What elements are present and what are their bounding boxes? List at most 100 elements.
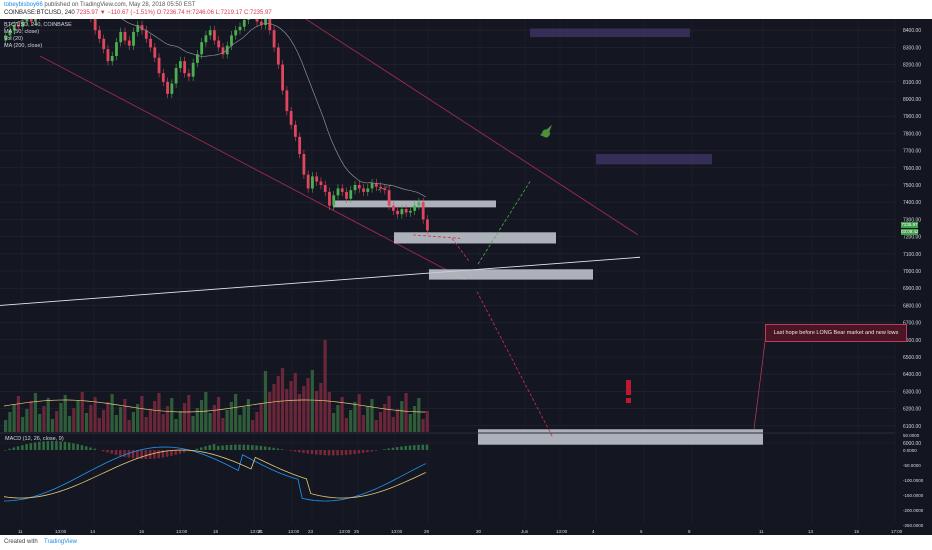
volume-bar	[302, 386, 306, 432]
volume-bar	[29, 401, 33, 432]
candle-body	[293, 124, 297, 137]
candle-body	[204, 35, 208, 43]
y-tick-label: 7600.00	[903, 166, 921, 172]
y-tick-label: 6200.00	[903, 407, 921, 413]
candle-body	[12, 25, 16, 31]
macd-histogram-bar	[76, 444, 79, 450]
candle-body	[362, 188, 365, 192]
macd-histogram-bar	[276, 448, 280, 450]
channel-upper-line	[304, 19, 639, 236]
macd-tick-label: 50.0000	[903, 433, 920, 438]
indicator-label[interactable]: Vol (20)	[4, 36, 23, 42]
macd-histogram-bar	[251, 445, 254, 450]
macd-histogram-bar	[89, 447, 92, 450]
volume-bar	[50, 419, 55, 432]
candle-body	[387, 190, 391, 206]
x-tick-label: Jun	[521, 529, 529, 534]
volume-bar	[417, 398, 421, 432]
candle-body	[25, 19, 29, 22]
macd-histogram-bar	[417, 444, 420, 450]
volume-bar	[153, 401, 157, 432]
volume-bar	[251, 420, 255, 432]
macd-histogram-bar	[306, 450, 310, 454]
candle-body	[208, 30, 212, 36]
volume-bar	[391, 417, 395, 432]
volume-bar	[323, 340, 327, 432]
macd-histogram-bar	[25, 444, 28, 450]
volume-bar	[178, 411, 182, 432]
volume-bar	[285, 389, 289, 432]
chart-canvas[interactable]: 8500.008400.008300.008200.008100.008000.…	[0, 19, 932, 535]
macd-histogram-bar	[383, 449, 386, 450]
macd-histogram-bar	[400, 446, 403, 450]
y-tick-label: 7900.00	[903, 114, 921, 120]
resistance-zone-purple	[530, 28, 690, 38]
macd-tick-label: -50.0000	[903, 463, 921, 468]
volume-bar	[136, 404, 140, 432]
candle-body	[166, 81, 169, 94]
volume-bar	[366, 407, 370, 432]
macd-histogram-bar	[204, 446, 207, 450]
candle-body	[366, 188, 370, 192]
macd-histogram-bar	[165, 450, 169, 457]
macd-histogram-bar	[59, 441, 62, 450]
macd-histogram-bar	[55, 441, 58, 450]
volume-bar	[187, 395, 191, 432]
x-tick-label: 21	[258, 529, 264, 534]
macd-histogram-bar	[161, 450, 165, 458]
candle-body	[340, 188, 344, 192]
candle-body	[93, 19, 97, 31]
candle-body	[238, 26, 242, 31]
candle-body	[409, 210, 412, 213]
macd-tick-label: -200.0000	[903, 508, 924, 513]
volume-bar	[89, 405, 93, 432]
volume-bar	[327, 392, 331, 432]
candle-body	[298, 136, 302, 155]
chart-header: tobeybisboy66 published on TradingView.c…	[0, 0, 932, 19]
candle-body	[268, 19, 272, 31]
candle-body	[421, 202, 425, 220]
indicator-label[interactable]: MA (50, close)	[4, 29, 40, 35]
candle-body	[230, 35, 233, 46]
volume-bar	[387, 396, 391, 432]
x-tick-label: 13:00	[556, 529, 568, 534]
y-tick-label: 6000.00	[903, 441, 921, 447]
volume-bar	[353, 402, 357, 432]
macd-histogram-bar	[404, 445, 407, 450]
volume-bar	[199, 400, 204, 432]
volume-bar	[255, 412, 259, 432]
volume-ma-line	[3, 399, 426, 413]
x-tick-label: 28	[424, 529, 430, 534]
y-tick-label: 7400.00	[903, 200, 921, 206]
macd-histogram-bar	[263, 446, 267, 450]
macd-histogram-bar	[408, 445, 412, 450]
candle-body	[328, 191, 331, 206]
callout-box[interactable]: Last hope before LONG Bear market and ne…	[765, 324, 907, 342]
macd-histogram-bar	[370, 450, 373, 452]
candle-body	[404, 209, 408, 213]
indicator-label[interactable]: MA (200, close)	[4, 43, 43, 49]
macd-label[interactable]: MACD (12, 26, close, 9)	[5, 436, 64, 442]
volume-bar	[404, 393, 408, 432]
candle-body	[417, 202, 421, 206]
volume-bar	[42, 406, 46, 432]
exclamation-icon	[626, 380, 631, 395]
macd-histogram-bar	[412, 445, 416, 450]
footer: Created with TradingView	[0, 535, 932, 550]
volume-bar	[378, 412, 383, 432]
volume-bar	[157, 393, 161, 432]
candle-body	[174, 68, 178, 84]
macd-histogram-bar	[212, 444, 216, 450]
volume-bar	[165, 406, 170, 432]
y-tick-label: 8400.00	[903, 28, 921, 34]
symbol-text: COINBASE:BTCUSD, 240	[4, 10, 75, 16]
volume-bar	[276, 376, 280, 432]
tradingview-logo[interactable]: TradingView	[44, 539, 78, 545]
publisher-name[interactable]: tobeybisboy66	[4, 2, 43, 8]
volume-bar	[293, 373, 297, 432]
indicator-label[interactable]: BTC/USD, 240, COINBASE	[4, 22, 72, 28]
macd-histogram-bar	[268, 447, 271, 450]
macd-histogram-bar	[221, 445, 224, 450]
bear-arrow	[412, 234, 461, 239]
volume-bar	[25, 409, 29, 432]
